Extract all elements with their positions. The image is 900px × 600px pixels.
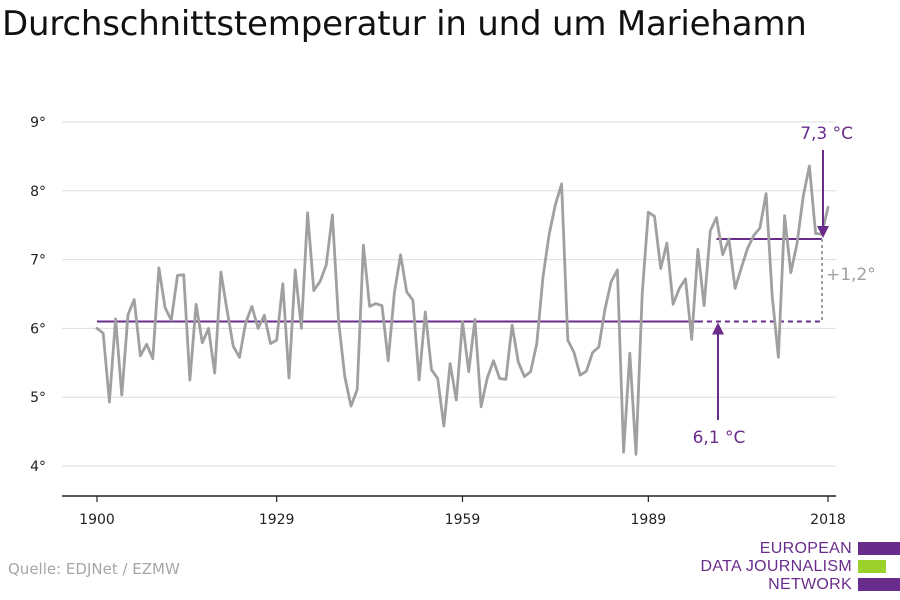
series-lines bbox=[95, 164, 830, 456]
logo-bar-1 bbox=[858, 542, 900, 555]
y-tick-4: 4° bbox=[30, 459, 46, 475]
x-axis bbox=[62, 495, 836, 502]
x-tick-labels: 1900 1929 1959 1989 2018 bbox=[79, 512, 846, 528]
logo-bar-3 bbox=[858, 578, 900, 591]
y-tick-9: 9° bbox=[30, 115, 46, 131]
delta-label: +1,2° bbox=[826, 265, 876, 285]
annotations: 7,3 °C 6,1 °C +1,2° bbox=[693, 124, 876, 448]
x-tick-1929: 1929 bbox=[259, 512, 295, 528]
x-tick-1900: 1900 bbox=[79, 512, 115, 528]
y-tick-6: 6° bbox=[30, 321, 46, 337]
y-tick-5: 5° bbox=[30, 390, 46, 406]
reference-lines bbox=[97, 237, 823, 323]
series-line-0 bbox=[95, 164, 830, 456]
logo-line-2: DATA JOURNALISM bbox=[700, 558, 852, 575]
recent-mean-label: 7,3 °C bbox=[800, 124, 853, 144]
baseline-arrow-head bbox=[712, 322, 724, 335]
logo-bar-2 bbox=[858, 560, 886, 573]
y-tick-7: 7° bbox=[30, 253, 46, 269]
source-note: Quelle: EDJNet / EZMW bbox=[8, 560, 180, 578]
y-tick-labels: 4° 5° 6° 7° 8° 9° bbox=[30, 115, 46, 475]
gridlines bbox=[62, 121, 836, 467]
y-tick-8: 8° bbox=[30, 184, 46, 200]
edjnet-logo: EUROPEAN DATA JOURNALISM NETWORK bbox=[700, 540, 900, 596]
logo-line-3: NETWORK bbox=[768, 576, 852, 593]
x-tick-1959: 1959 bbox=[445, 512, 481, 528]
x-tick-1989: 1989 bbox=[631, 512, 667, 528]
chart-title: Durchschnittstemperatur in und um Marieh… bbox=[2, 4, 807, 44]
recent-arrow-head bbox=[817, 225, 829, 238]
logo-line-1: EUROPEAN bbox=[759, 540, 852, 557]
x-tick-2018: 2018 bbox=[810, 512, 846, 528]
baseline-mean-label: 6,1 °C bbox=[693, 428, 746, 448]
